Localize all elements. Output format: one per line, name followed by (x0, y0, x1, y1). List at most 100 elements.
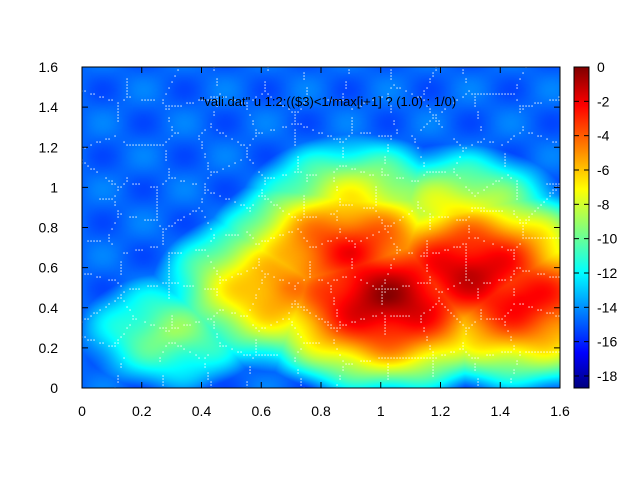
cell-boundary-dot (540, 237, 542, 239)
cell-boundary-dot (432, 369, 434, 371)
cell-boundary-dot (453, 315, 455, 317)
cell-boundary-dot (537, 351, 539, 353)
cell-boundary-dot (282, 105, 284, 107)
cell-boundary-dot (108, 138, 110, 140)
cell-boundary-dot (558, 276, 560, 278)
cell-boundary-dot (243, 102, 245, 104)
cell-boundary-dot (510, 177, 512, 179)
cell-boundary-dot (303, 342, 305, 344)
cell-boundary-dot (378, 96, 380, 98)
cell-boundary-dot (369, 207, 371, 209)
cell-boundary-dot (117, 339, 119, 341)
cell-boundary-dot (498, 93, 500, 95)
cell-boundary-dot (381, 174, 383, 176)
cell-boundary-dot (201, 198, 203, 200)
cell-boundary-dot (180, 219, 182, 221)
cell-boundary-dot (216, 96, 218, 98)
cell-boundary-dot (156, 213, 158, 215)
cell-boundary-dot (315, 342, 317, 344)
cell-boundary-dot (240, 102, 242, 104)
cell-boundary-dot (495, 318, 497, 320)
cell-boundary-dot (474, 105, 476, 107)
cell-boundary-dot (159, 225, 161, 227)
cell-boundary-dot (423, 90, 425, 92)
cell-boundary-dot (465, 261, 467, 263)
cell-boundary-dot (114, 300, 116, 302)
cell-boundary-dot (303, 213, 305, 215)
cell-boundary-dot (309, 174, 311, 176)
cell-boundary-dot (126, 252, 128, 254)
cell-boundary-dot (255, 297, 257, 299)
cell-boundary-dot (396, 288, 398, 290)
cell-boundary-dot (297, 333, 299, 335)
cell-boundary-dot (411, 180, 413, 182)
cell-boundary-dot (459, 282, 461, 284)
cell-boundary-dot (558, 351, 560, 353)
cell-boundary-dot (429, 120, 431, 122)
cell-boundary-dot (411, 135, 413, 137)
cell-boundary-dot (330, 285, 332, 287)
cell-boundary-dot (252, 357, 254, 359)
cell-boundary-dot (417, 207, 419, 209)
cell-boundary-dot (156, 201, 158, 203)
cell-boundary-dot (426, 270, 428, 272)
cell-boundary-dot (291, 111, 293, 113)
cell-boundary-dot (117, 117, 119, 119)
cell-boundary-dot (546, 183, 548, 185)
cell-boundary-dot (156, 198, 158, 200)
cell-boundary-dot (477, 297, 479, 299)
cell-boundary-dot (306, 126, 308, 128)
cell-boundary-dot (462, 150, 464, 152)
colorbar-tick-label: -16 (597, 334, 617, 350)
cell-boundary-dot (375, 315, 377, 317)
cell-boundary-dot (234, 162, 236, 164)
cell-boundary-dot (234, 234, 236, 236)
cell-boundary-dot (108, 198, 110, 200)
cell-boundary-dot (384, 162, 386, 164)
cell-boundary-dot (420, 207, 422, 209)
cell-boundary-dot (264, 90, 266, 92)
cell-boundary-dot (477, 378, 479, 380)
cell-boundary-dot (264, 195, 266, 197)
cell-boundary-dot (306, 174, 308, 176)
cell-boundary-dot (312, 174, 314, 176)
cell-boundary-dot (246, 150, 248, 152)
cell-boundary-dot (93, 312, 95, 314)
cell-boundary-dot (333, 327, 335, 329)
cell-boundary-dot (336, 99, 338, 101)
cell-boundary-dot (303, 75, 305, 77)
cell-boundary-dot (417, 180, 419, 182)
cell-boundary-dot (165, 180, 167, 182)
cell-boundary-dot (240, 315, 242, 317)
cell-boundary-dot (480, 141, 482, 143)
cell-boundary-dot (336, 309, 338, 311)
cell-boundary-dot (453, 168, 455, 170)
cell-boundary-dot (210, 381, 212, 383)
cell-boundary-dot (399, 249, 401, 251)
cell-boundary-dot (129, 144, 131, 146)
cell-boundary-dot (426, 240, 428, 242)
cell-boundary-dot (279, 102, 281, 104)
cell-boundary-dot (534, 210, 536, 212)
cell-boundary-dot (282, 234, 284, 236)
cell-boundary-dot (423, 165, 425, 167)
cell-boundary-dot (417, 282, 419, 284)
cell-boundary-dot (219, 195, 221, 197)
cell-boundary-dot (303, 72, 305, 74)
cell-boundary-dot (360, 171, 362, 173)
cell-boundary-dot (450, 351, 452, 353)
cell-boundary-dot (210, 261, 212, 263)
cell-boundary-dot (321, 243, 323, 245)
cell-boundary-dot (339, 141, 341, 143)
cell-boundary-dot (492, 141, 494, 143)
cell-boundary-dot (507, 93, 509, 95)
cell-boundary-dot (540, 204, 542, 206)
cell-boundary-dot (108, 303, 110, 305)
cell-boundary-dot (192, 210, 194, 212)
heatmap-image (82, 67, 560, 388)
cell-boundary-dot (267, 198, 269, 200)
cell-boundary-dot (120, 336, 122, 338)
cell-boundary-dot (501, 279, 503, 281)
cell-boundary-dot (393, 357, 395, 359)
